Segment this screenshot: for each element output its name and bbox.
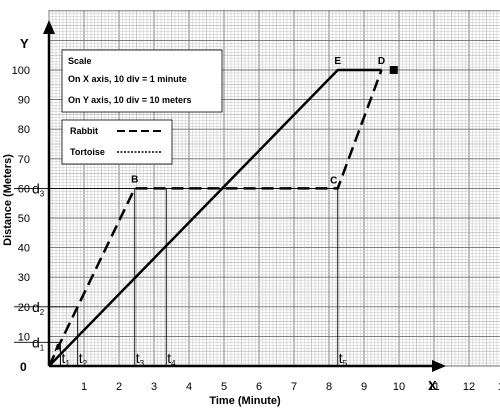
legend: Rabbit Tortoise bbox=[61, 119, 173, 165]
y-tick-label: 100 bbox=[12, 65, 30, 77]
legend-label-tortoise: Tortoise bbox=[70, 147, 105, 157]
x-axis-title: Time (Minute) bbox=[209, 395, 281, 407]
y-axis-letter: Y bbox=[20, 36, 29, 51]
label-subscript: 1 bbox=[65, 359, 70, 368]
y-tick-label: 30 bbox=[18, 272, 30, 284]
x-tick-label: 2 bbox=[116, 381, 122, 393]
y-tick-label: 60 bbox=[18, 183, 30, 195]
label-subscript: 3 bbox=[140, 359, 145, 368]
x-tick-label: 9 bbox=[361, 381, 367, 393]
point-label-d: D bbox=[378, 56, 385, 67]
label-base: t bbox=[136, 350, 140, 366]
reference-time-label: t5 bbox=[339, 350, 348, 368]
point-label-e: E bbox=[334, 56, 341, 67]
reference-level-label: d1 bbox=[32, 334, 45, 352]
x-tick-label: 8 bbox=[326, 381, 332, 393]
origin-label: 0 bbox=[20, 360, 27, 374]
y-tick-label: 10 bbox=[18, 331, 30, 343]
series-tortoise bbox=[48, 68, 382, 367]
series bbox=[47, 66, 398, 367]
label-subscript: 4 bbox=[171, 359, 176, 368]
label-base: t bbox=[167, 350, 171, 366]
label-base: d bbox=[32, 299, 40, 315]
scale-line-x: On X axis, 10 div = 1 minute bbox=[68, 74, 187, 84]
x-tick-label: 6 bbox=[256, 381, 262, 393]
x-axis-arrow bbox=[432, 360, 446, 372]
tick-labels: 12345678910111213102030405060708090100 bbox=[12, 65, 500, 393]
y-tick-label: 90 bbox=[18, 95, 30, 107]
y-axis-arrow bbox=[43, 20, 55, 34]
reference-time-label: t3 bbox=[136, 350, 145, 368]
reference-time-label: t2 bbox=[79, 350, 88, 368]
x-tick-label: 3 bbox=[151, 381, 157, 393]
scale-box-frame bbox=[61, 49, 223, 113]
x-tick-label: 12 bbox=[463, 381, 475, 393]
label-subscript: 1 bbox=[40, 343, 45, 352]
point-label-a: A bbox=[54, 343, 61, 354]
scale-line-y: On Y axis, 10 div = 10 meters bbox=[68, 95, 192, 105]
y-tick-label: 50 bbox=[18, 213, 30, 225]
scale-box: Scale On X axis, 10 div = 1 minute On Y … bbox=[61, 49, 223, 113]
y-tick-label: 70 bbox=[18, 154, 30, 166]
x-tick-label: 1 bbox=[81, 381, 87, 393]
reference-time-label: t4 bbox=[167, 350, 176, 368]
y-tick-label: 40 bbox=[18, 243, 30, 255]
label-base: t bbox=[339, 350, 343, 366]
legend-label-rabbit: Rabbit bbox=[70, 126, 98, 136]
x-tick-label: 13 bbox=[498, 381, 500, 393]
x-axis-letter: X bbox=[428, 378, 437, 393]
label-subscript: 5 bbox=[343, 359, 348, 368]
label-subscript: 2 bbox=[83, 359, 88, 368]
label-subscript: 2 bbox=[40, 308, 45, 317]
legend-frame bbox=[61, 119, 173, 165]
point-label-b: B bbox=[131, 174, 138, 185]
scale-heading: Scale bbox=[68, 56, 92, 66]
x-tick-label: 5 bbox=[221, 381, 227, 393]
axes: X Y 0 Time (Minute) Distance (Meters) bbox=[2, 20, 446, 407]
end-marker bbox=[389, 66, 398, 74]
label-subscript: 3 bbox=[40, 189, 45, 198]
point-label-c: C bbox=[330, 175, 337, 186]
label-base: d bbox=[32, 334, 40, 350]
label-base: d bbox=[32, 180, 40, 196]
label-base: t bbox=[62, 350, 66, 366]
x-tick-label: 4 bbox=[186, 381, 192, 393]
x-tick-label: 7 bbox=[291, 381, 297, 393]
x-tick-label: 11 bbox=[428, 381, 439, 393]
y-tick-label: 80 bbox=[18, 124, 30, 136]
reference-level-label: d2 bbox=[32, 299, 45, 317]
reference-level-label: d3 bbox=[32, 180, 45, 198]
point-labels: A B C D E bbox=[54, 56, 385, 354]
label-base: t bbox=[79, 350, 83, 366]
y-tick-label: 20 bbox=[18, 302, 30, 314]
reference-time-label: t1 bbox=[62, 350, 71, 368]
series-rabbit bbox=[47, 69, 383, 367]
y-axis-title: Distance (Meters) bbox=[2, 154, 14, 246]
x-tick-label: 10 bbox=[393, 381, 405, 393]
